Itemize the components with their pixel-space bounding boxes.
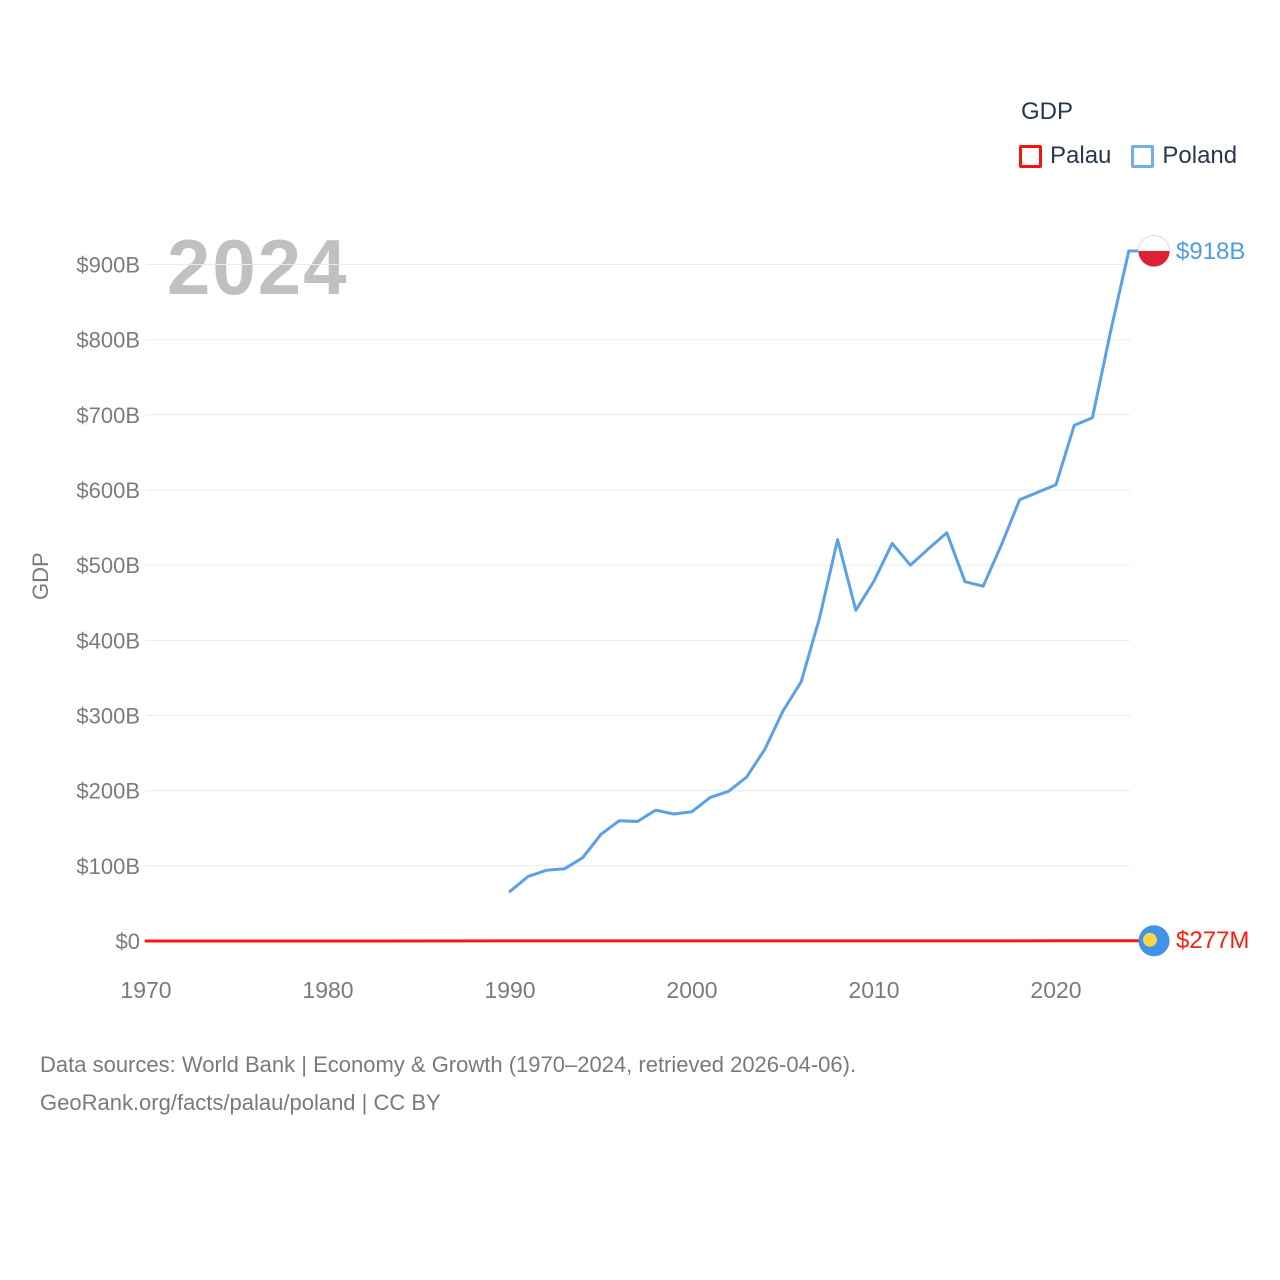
legend-item-label-poland: Poland xyxy=(1162,142,1238,169)
y-tick-label: $400B xyxy=(76,628,140,653)
y-tick-label: $500B xyxy=(76,553,140,578)
palau-swatch-icon xyxy=(1019,144,1042,168)
footer: Data sources: World Bank | Economy & Gro… xyxy=(40,1046,856,1122)
footer-line-2: GeoRank.org/facts/palau/poland | CC BY xyxy=(40,1090,441,1115)
legend-items: Palau Poland xyxy=(1019,142,1237,170)
legend: GDP Palau Poland xyxy=(1019,98,1237,170)
x-tick-label: 2000 xyxy=(666,977,717,1003)
y-tick-label: $900B xyxy=(76,253,140,278)
palau-flag-icon xyxy=(1143,932,1157,947)
legend-title: GDP xyxy=(1021,98,1074,125)
y-tick-label: $800B xyxy=(76,328,140,353)
palau-value-label: $277M xyxy=(1176,927,1250,954)
x-tick-label: 1970 xyxy=(120,977,171,1003)
y-tick-label: $0 xyxy=(116,929,140,954)
y-tick-label: $300B xyxy=(76,704,140,729)
y-tick-label: $100B xyxy=(76,854,140,879)
year-watermark: 2024 xyxy=(167,223,349,311)
legend-item-label-palau: Palau xyxy=(1050,142,1112,169)
poland-value-label: $918B xyxy=(1176,238,1246,265)
y-tick-label: $700B xyxy=(76,403,140,428)
footer-line-1: Data sources: World Bank | Economy & Gro… xyxy=(40,1052,857,1077)
poland-swatch-icon xyxy=(1131,144,1155,168)
x-tick-label: 2010 xyxy=(848,977,899,1003)
x-tick-label: 1980 xyxy=(302,977,353,1003)
poland-line xyxy=(508,249,1142,893)
legend-item-palau[interactable]: Palau xyxy=(1019,142,1111,170)
x-tick-label: 1990 xyxy=(484,977,535,1003)
legend-item-poland[interactable]: Poland xyxy=(1131,142,1237,170)
y-tick-label: $600B xyxy=(76,478,140,503)
x-tick-label: 2020 xyxy=(1030,977,1081,1003)
poland-flag-icon xyxy=(1138,251,1170,267)
y-tick-label: $200B xyxy=(76,779,140,804)
